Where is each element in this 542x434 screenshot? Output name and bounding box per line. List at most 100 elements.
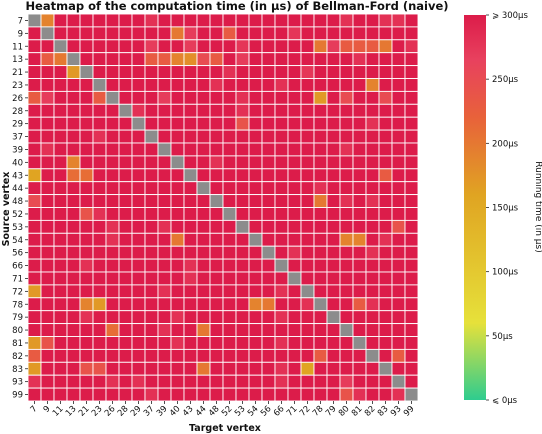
heatmap-cell	[196, 245, 211, 260]
heatmap-cell	[235, 129, 250, 144]
heatmap-cell	[131, 194, 146, 208]
heatmap-cell	[404, 103, 419, 118]
heatmap-cell	[339, 258, 354, 273]
colorbar-tick-label: 50μs	[492, 332, 513, 342]
heatmap-cell	[92, 245, 107, 260]
heatmap-cell	[391, 26, 406, 41]
heatmap-cell	[378, 323, 393, 337]
heatmap-cell	[287, 78, 302, 92]
heatmap-cell	[222, 232, 237, 247]
heatmap-cell	[391, 65, 406, 79]
heatmap-cell	[352, 336, 367, 350]
heatmap-cell	[274, 26, 289, 41]
heatmap-cell	[391, 168, 406, 183]
heatmap-cell	[105, 65, 120, 79]
heatmap-cell	[248, 103, 263, 118]
heatmap-cell	[53, 245, 68, 260]
heatmap-cell	[131, 348, 146, 363]
heatmap-cell	[79, 323, 94, 337]
y-tick-label: 13	[12, 55, 23, 65]
heatmap-cell	[378, 129, 393, 144]
y-tick-label: 37	[12, 133, 23, 143]
heatmap-cell	[235, 348, 250, 363]
heatmap-cell	[261, 297, 276, 312]
heatmap-cell	[27, 348, 42, 363]
heatmap-cell	[118, 13, 133, 28]
heatmap-cell	[404, 374, 419, 389]
heatmap-cell	[79, 207, 94, 221]
heatmap-cell	[79, 90, 94, 105]
heatmap-cell	[53, 232, 68, 247]
heatmap-cell	[313, 323, 328, 337]
heatmap-cell	[27, 207, 42, 221]
heatmap-cell	[287, 52, 302, 67]
heatmap-cell	[326, 168, 341, 183]
heatmap-cell	[274, 219, 289, 234]
heatmap-cell	[131, 336, 146, 350]
heatmap-cell	[209, 155, 224, 170]
heatmap-cell	[144, 207, 159, 221]
heatmap-cell	[66, 310, 81, 325]
heatmap-cell	[118, 232, 133, 247]
heatmap-cell	[352, 116, 367, 131]
heatmap-cell	[274, 297, 289, 312]
heatmap-cell	[92, 168, 107, 183]
heatmap-cell	[365, 39, 380, 54]
y-tick-label: 26	[12, 94, 23, 104]
heatmap-cell	[183, 142, 198, 157]
heatmap-cell	[40, 26, 55, 41]
heatmap-cell	[287, 271, 302, 286]
heatmap-cell	[53, 219, 68, 234]
heatmap-cell	[352, 387, 367, 402]
heatmap-cell	[326, 194, 341, 208]
heatmap-cell	[79, 219, 94, 234]
heatmap-cell	[235, 103, 250, 118]
heatmap-cell	[131, 129, 146, 144]
heatmap-cell	[79, 284, 94, 299]
heatmap-cell	[170, 142, 185, 157]
heatmap-cell	[235, 116, 250, 131]
heatmap-cell	[274, 168, 289, 183]
heatmap-cell	[27, 90, 42, 105]
heatmap-cell	[131, 374, 146, 389]
heatmap-cell	[66, 348, 81, 363]
heatmap-cell	[92, 271, 107, 286]
heatmap-cell	[365, 258, 380, 273]
heatmap-cell	[300, 258, 315, 273]
heatmap-cell	[248, 78, 263, 92]
heatmap-cell	[131, 258, 146, 273]
heatmap-cell	[378, 65, 393, 79]
heatmap-cell	[365, 245, 380, 260]
heatmap-cell	[66, 90, 81, 105]
heatmap-cell	[274, 65, 289, 79]
heatmap-cell	[300, 374, 315, 389]
heatmap-cell	[92, 142, 107, 157]
x-tick-labels: 7 911132123262829373940434448525354566671…	[29, 401, 417, 419]
heatmap-cell	[183, 65, 198, 79]
heatmap-cell	[196, 78, 211, 92]
heatmap-cell	[313, 155, 328, 170]
heatmap-cell	[248, 155, 263, 170]
heatmap-cell	[300, 348, 315, 363]
heatmap-cell	[27, 258, 42, 273]
heatmap-cell	[209, 336, 224, 350]
heatmap-cell	[27, 181, 42, 196]
heatmap-cell	[131, 297, 146, 312]
heatmap-cell	[183, 271, 198, 286]
heatmap-cell	[27, 387, 42, 402]
heatmap-cell	[105, 78, 120, 92]
heatmap-cell	[196, 194, 211, 208]
heatmap-cell	[183, 323, 198, 337]
colorbar-ticks: ⩾ 300μs 250μs 200μs 150μs 100μs 50μs ⩽ 0μs	[486, 11, 528, 406]
heatmap-cell	[235, 181, 250, 196]
heatmap-cell	[209, 78, 224, 92]
heatmap-cell	[404, 271, 419, 286]
heatmap-cell	[339, 168, 354, 183]
heatmap-cell	[339, 181, 354, 196]
heatmap-cell	[378, 361, 393, 376]
heatmap-cell	[209, 26, 224, 41]
heatmap-cell	[118, 103, 133, 118]
y-tick-label: 23	[12, 81, 23, 91]
heatmap-cell	[40, 232, 55, 247]
